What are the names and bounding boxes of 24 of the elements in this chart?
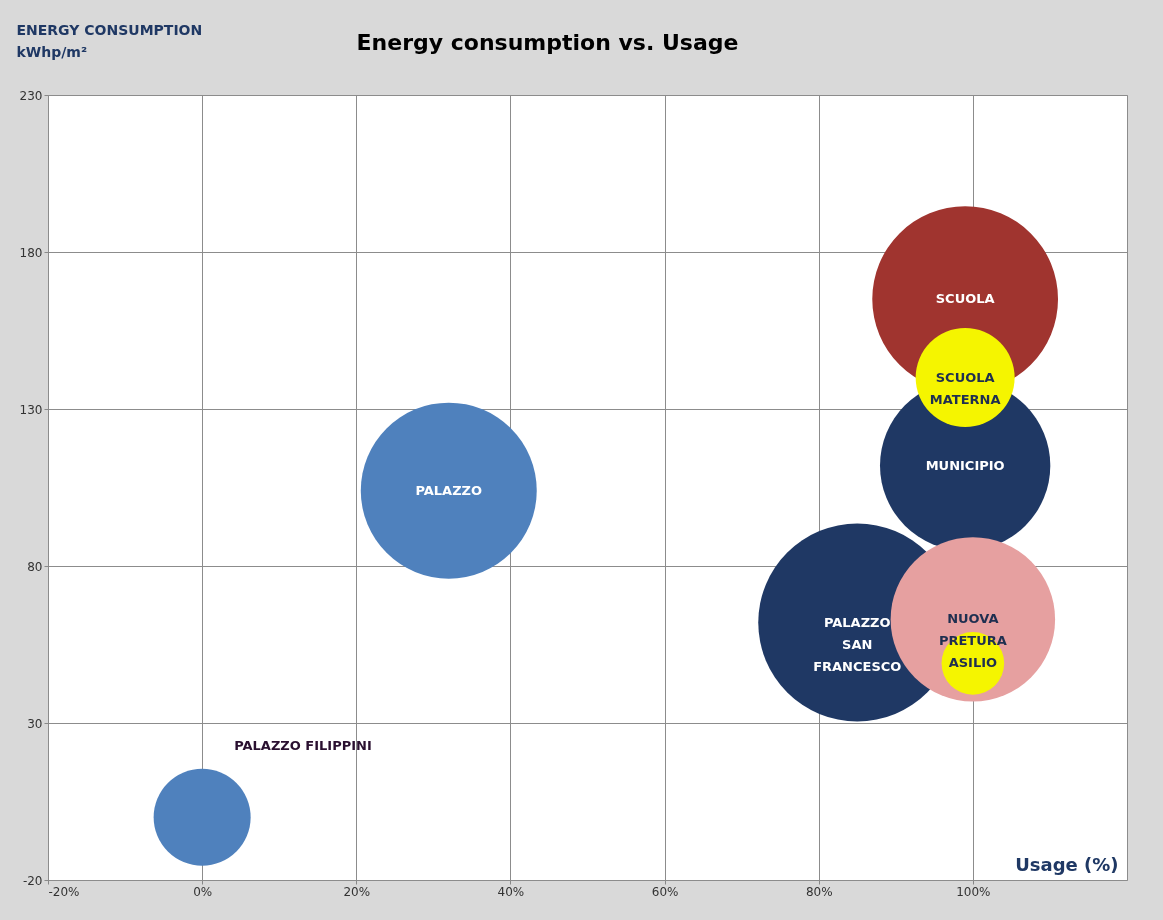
y-tick-label: 30 [27, 716, 43, 731]
y-tick-label: 130 [19, 402, 43, 417]
series-label: ASILIO [948, 655, 998, 671]
y-tick-label: 180 [19, 245, 43, 260]
x-tick-label: 20% [343, 884, 371, 899]
y-axis-title: ENERGY CONSUMPTION kWhp/m² [16, 21, 203, 60]
x-axis-title: Usage (%) [1015, 853, 1119, 875]
series-label: PALAZZO FILIPPINI [234, 738, 372, 754]
y-tick-label: 230 [19, 88, 43, 103]
series-label: PALAZZO SAN FRANCESCO [813, 614, 902, 674]
text: MATERNA [929, 391, 1001, 407]
series-label: MUNICIPIO [925, 457, 1005, 473]
y-tick-label: -20 [22, 873, 43, 888]
chart-title: Energy consumption vs. Usage [356, 30, 739, 55]
x-tick-label: 0% [193, 884, 213, 899]
series-label: SCUOLA [935, 369, 995, 385]
x-tick-label: 40% [497, 884, 525, 899]
text: SCUOLA [935, 291, 995, 307]
y-tick-label: 80 [27, 559, 43, 574]
x-tick-label: -20% [48, 884, 80, 899]
series-label: PALAZZO [415, 482, 483, 498]
x-tick-label: 60% [651, 884, 679, 899]
x-tick-label: 80% [805, 884, 833, 899]
x-tick-label: 100% [956, 884, 991, 899]
